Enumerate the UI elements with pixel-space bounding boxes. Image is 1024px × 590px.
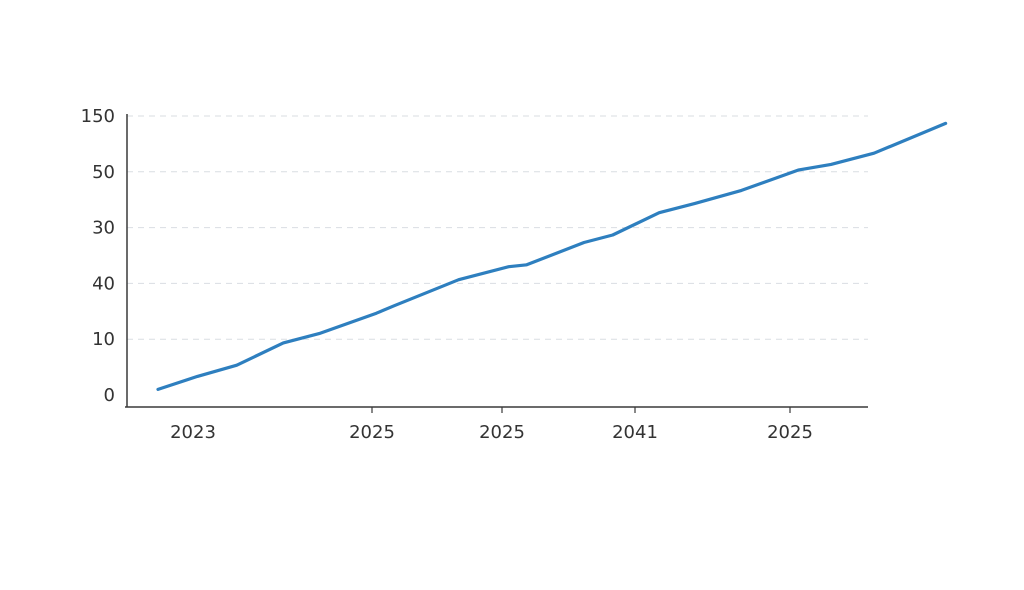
tick-labels: 150 50 30 40 10 0 2023 2025 2025 2041 2025 xyxy=(81,106,813,443)
x-tick-label: 2025 xyxy=(479,422,525,443)
gridlines xyxy=(127,115,868,340)
y-tick-label: 50 xyxy=(92,162,115,183)
series xyxy=(156,121,948,391)
series-line xyxy=(156,121,948,391)
x-tick-label: 2025 xyxy=(767,422,813,443)
y-tick-label: 40 xyxy=(92,273,115,294)
y-tick-label: 30 xyxy=(92,218,115,239)
y-tick-label: 10 xyxy=(92,329,115,350)
x-tick-label: 2041 xyxy=(612,422,658,443)
axes xyxy=(125,114,868,413)
x-tick-label: 2025 xyxy=(349,422,395,443)
x-tick-label: 2023 xyxy=(170,422,216,443)
y-tick-label: 0 xyxy=(104,385,115,406)
y-tick-label: 150 xyxy=(81,106,115,127)
